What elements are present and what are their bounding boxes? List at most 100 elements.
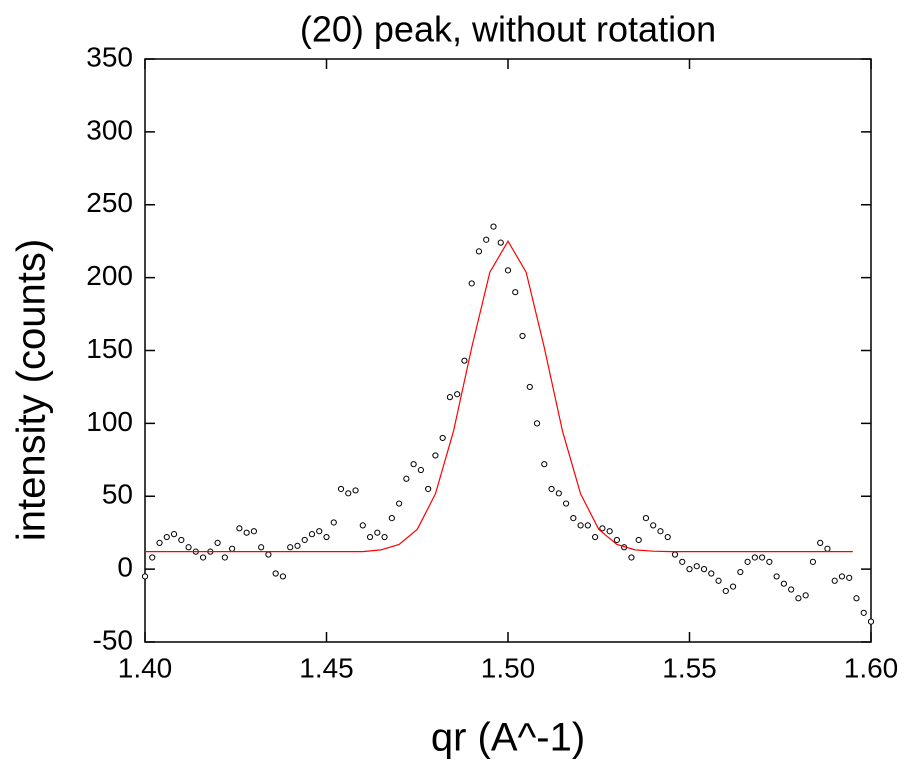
data-point — [425, 485, 432, 493]
data-point — [759, 554, 766, 561]
data-point — [613, 536, 621, 544]
x-tick-label: 1.40 — [118, 652, 173, 683]
data-point — [708, 570, 715, 577]
data-point — [483, 236, 490, 243]
x-tick-label: 1.45 — [299, 652, 354, 683]
data-point — [788, 586, 795, 593]
fit-line — [145, 239, 853, 553]
data-point — [809, 558, 817, 565]
data-point — [780, 580, 787, 587]
data-point — [751, 554, 758, 561]
data-point — [671, 551, 679, 558]
data-point — [548, 485, 555, 493]
data-point — [199, 554, 207, 561]
x-tick-label: 1.50 — [481, 652, 536, 683]
data-point — [773, 573, 780, 580]
data-point — [410, 461, 417, 468]
data-point — [512, 289, 519, 296]
y-tick-label: 150 — [86, 333, 133, 364]
y-tick-label: 0 — [117, 552, 133, 583]
data-point — [308, 531, 316, 538]
data-point — [258, 544, 265, 551]
data-point — [657, 528, 664, 535]
x-tick-label: 1.55 — [662, 652, 717, 683]
data-point — [337, 485, 345, 493]
data-point — [867, 618, 875, 625]
data-point — [519, 332, 526, 340]
data-point — [388, 515, 395, 522]
data-point — [664, 533, 671, 541]
data-point — [650, 522, 657, 529]
data-point — [606, 528, 613, 535]
data-point — [831, 577, 838, 584]
y-tick-label: 100 — [86, 406, 133, 437]
data-point — [744, 558, 751, 565]
data-point — [475, 248, 483, 255]
data-point — [374, 529, 381, 536]
data-point — [722, 587, 729, 595]
data-point — [838, 573, 846, 580]
data-point — [359, 522, 366, 529]
data-point — [381, 533, 388, 541]
data-point — [824, 545, 831, 552]
data-point — [323, 533, 330, 541]
data-point — [526, 383, 533, 391]
data-point — [715, 577, 722, 584]
y-axis-label: intensity (counts) — [10, 239, 54, 541]
data-point — [584, 522, 591, 529]
data-point — [229, 545, 236, 552]
data-point — [693, 563, 700, 570]
data-point — [294, 542, 301, 549]
data-point — [265, 551, 272, 558]
data-point — [417, 466, 424, 474]
data-point — [577, 522, 584, 529]
data-point — [533, 420, 541, 427]
data-point — [185, 544, 192, 551]
data-point — [592, 533, 599, 541]
data-point — [635, 536, 642, 544]
y-tick-label: 200 — [86, 260, 133, 291]
data-point — [250, 528, 257, 535]
y-tick-label: 50 — [102, 479, 133, 510]
data-point — [846, 574, 853, 581]
data-point — [686, 566, 693, 573]
data-point — [729, 583, 737, 590]
y-tick-label: 250 — [86, 187, 133, 218]
data-point — [490, 223, 497, 230]
data-point — [149, 554, 156, 561]
data-point — [541, 461, 548, 468]
x-tick-label: 1.60 — [844, 652, 899, 683]
data-point — [679, 558, 686, 565]
data-point — [628, 554, 635, 561]
chart-title: (20) peak, without rotation — [300, 9, 716, 50]
data-point — [599, 525, 606, 532]
data-point — [439, 434, 446, 442]
data-point — [853, 595, 860, 602]
data-point — [272, 570, 279, 577]
data-point — [141, 573, 149, 580]
data-point — [642, 515, 650, 522]
data-point — [396, 500, 403, 507]
y-tick-label: -50 — [93, 624, 133, 655]
data-point — [795, 595, 802, 602]
data-point — [279, 573, 287, 580]
data-point — [454, 391, 461, 398]
data-point — [555, 490, 562, 497]
data-point — [316, 528, 323, 535]
y-tick-label: 300 — [86, 114, 133, 145]
data-point — [802, 592, 809, 599]
data-point — [170, 531, 178, 538]
data-point — [236, 525, 243, 532]
data-point — [700, 566, 708, 573]
data-point — [497, 239, 504, 246]
data-point — [178, 536, 185, 544]
data-point — [432, 452, 439, 459]
data-point — [562, 500, 570, 507]
data-point — [446, 394, 454, 401]
data-point — [570, 515, 577, 522]
data-point — [461, 357, 468, 364]
data-point — [766, 558, 773, 565]
data-point — [352, 487, 359, 494]
data-point — [287, 544, 294, 551]
data-point — [214, 539, 221, 546]
